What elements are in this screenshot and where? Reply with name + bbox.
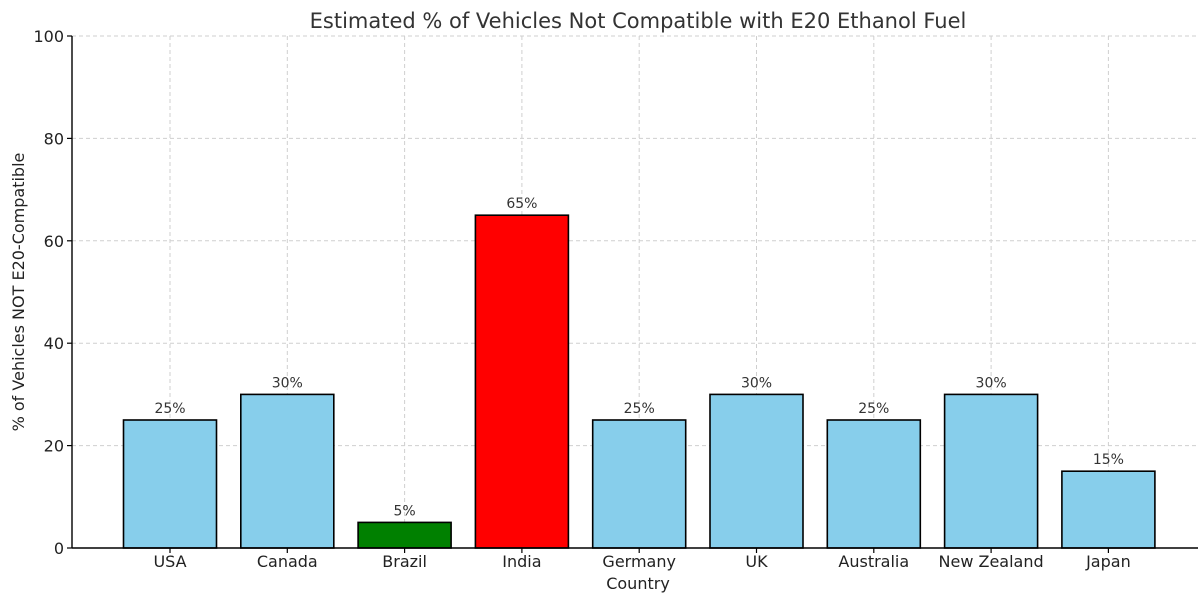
axes (67, 35, 1198, 553)
y-tick-label: 100 (33, 27, 64, 46)
data-label: 5% (393, 503, 415, 519)
x-tick-label: Germany (602, 552, 676, 571)
bar-japan (1061, 470, 1156, 549)
bar-new-zealand (943, 393, 1039, 549)
data-label: 25% (624, 401, 655, 417)
bar-usa (122, 419, 218, 549)
data-label: 15% (1093, 452, 1124, 468)
data-label: 30% (272, 375, 303, 391)
x-tick-label: Japan (1085, 552, 1131, 571)
y-tick-label: 40 (44, 334, 64, 353)
x-tick-label: India (502, 552, 541, 571)
x-tick-label: UK (745, 552, 768, 571)
bar-india (474, 214, 570, 549)
x-tick-label: Brazil (382, 552, 427, 571)
labels: 0 20 40 60 80 100 25% USA 30% Canada 5% Brazil 65% In… (33, 27, 1130, 571)
x-tick-label: USA (153, 552, 186, 571)
x-tick-label: New Zealand (939, 552, 1044, 571)
bar-australia (826, 419, 922, 549)
bar-uk (709, 393, 804, 549)
data-label: 25% (154, 401, 185, 417)
y-tick-label: 0 (54, 539, 64, 558)
y-axis-title: % of Vehicles NOT E20-Compatible (9, 153, 28, 432)
bar-canada (240, 393, 335, 549)
y-tick-label: 20 (44, 437, 64, 456)
y-tick-label: 80 (44, 129, 64, 148)
y-tick-label: 60 (44, 232, 64, 251)
chart-title: Estimated % of Vehicles Not Compatible w… (310, 9, 967, 33)
data-label: 25% (858, 401, 889, 417)
x-tick-label: Australia (838, 552, 909, 571)
data-label: 30% (741, 375, 772, 391)
x-tick-label: Canada (257, 552, 318, 571)
x-axis-title: Country (606, 574, 670, 593)
data-label: 30% (976, 375, 1007, 391)
bar-brazil (357, 521, 452, 549)
bar-germany (591, 419, 687, 549)
bars (122, 214, 1156, 549)
data-label: 65% (506, 196, 537, 212)
